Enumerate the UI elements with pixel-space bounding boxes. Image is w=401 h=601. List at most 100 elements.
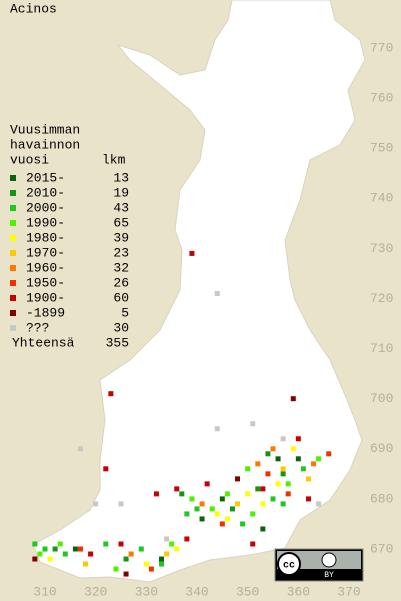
observation-square bbox=[305, 476, 311, 482]
observation-square bbox=[260, 486, 266, 492]
observation-square bbox=[113, 566, 119, 572]
y-tick-label: 690 bbox=[370, 441, 393, 456]
observation-square bbox=[209, 506, 215, 512]
observation-square bbox=[245, 491, 251, 497]
map-title: Acinos bbox=[10, 1, 57, 16]
observation-square bbox=[214, 511, 220, 517]
legend-label: ??? bbox=[26, 320, 49, 335]
x-tick-label: 310 bbox=[33, 584, 56, 599]
legend-label: 1960- bbox=[26, 260, 65, 275]
observation-square bbox=[204, 481, 210, 487]
observation-square bbox=[32, 556, 38, 562]
observation-square bbox=[290, 446, 296, 452]
cc-circle bbox=[277, 552, 301, 576]
legend-label: 1980- bbox=[26, 230, 65, 245]
observation-square bbox=[219, 496, 225, 502]
observation-square bbox=[295, 436, 301, 442]
legend-count: 65 bbox=[113, 215, 129, 230]
observation-square bbox=[123, 556, 129, 562]
y-tick-label: 680 bbox=[370, 491, 393, 506]
observation-square bbox=[219, 521, 225, 527]
observation-square bbox=[270, 496, 276, 502]
observation-square bbox=[174, 486, 180, 492]
legend-heading: Vuusimman bbox=[10, 122, 80, 137]
observation-square bbox=[199, 501, 205, 507]
y-tick-label: 740 bbox=[370, 191, 393, 206]
observation-square bbox=[42, 546, 48, 552]
observation-square bbox=[128, 551, 134, 557]
observation-square bbox=[250, 541, 256, 547]
legend-swatch bbox=[10, 325, 16, 331]
x-tick-label: 320 bbox=[84, 584, 107, 599]
legend-label: 2010- bbox=[26, 185, 65, 200]
observation-square bbox=[189, 250, 195, 256]
legend-count: 32 bbox=[113, 260, 129, 275]
observation-square bbox=[265, 451, 271, 457]
observation-square bbox=[224, 516, 230, 522]
observation-square bbox=[164, 551, 170, 557]
legend-count: 26 bbox=[113, 275, 129, 290]
observation-square bbox=[103, 466, 109, 472]
observation-square bbox=[83, 561, 89, 567]
cc-icon: cc bbox=[283, 561, 295, 572]
legend-swatch bbox=[10, 175, 16, 181]
observation-square bbox=[305, 496, 311, 502]
observation-square bbox=[153, 491, 159, 497]
legend-label: 2000- bbox=[26, 200, 65, 215]
legend-swatch bbox=[10, 220, 16, 226]
observation-square bbox=[311, 461, 317, 467]
observation-square bbox=[250, 511, 256, 517]
observation-square bbox=[159, 561, 165, 567]
observation-square bbox=[295, 456, 301, 462]
y-tick-label: 750 bbox=[370, 141, 393, 156]
observation-square bbox=[199, 516, 205, 522]
observation-square bbox=[260, 526, 266, 532]
legend-swatch bbox=[10, 280, 16, 286]
observation-square bbox=[214, 426, 220, 432]
observation-square bbox=[189, 496, 195, 502]
observation-square bbox=[52, 546, 58, 552]
legend-count: 19 bbox=[113, 185, 129, 200]
legend-heading: vuosi bbox=[10, 152, 49, 167]
legend-swatch bbox=[10, 265, 16, 271]
observation-square bbox=[37, 551, 43, 557]
observation-square bbox=[62, 551, 68, 557]
legend-label: -1899 bbox=[26, 305, 65, 320]
x-tick-label: 330 bbox=[135, 584, 158, 599]
observation-square bbox=[47, 556, 53, 562]
observation-square bbox=[235, 501, 241, 507]
observation-square bbox=[103, 541, 109, 547]
y-tick-label: 770 bbox=[370, 40, 393, 55]
observation-square bbox=[280, 501, 286, 507]
observation-square bbox=[280, 436, 286, 442]
legend-label: 1950- bbox=[26, 275, 65, 290]
legend-swatch bbox=[10, 250, 16, 256]
observation-square bbox=[138, 546, 144, 552]
observation-square bbox=[260, 501, 266, 507]
total-count: 355 bbox=[106, 335, 129, 350]
observation-square bbox=[229, 506, 235, 512]
observation-square bbox=[72, 546, 78, 552]
observation-square bbox=[108, 391, 114, 397]
legend-swatch bbox=[10, 190, 16, 196]
observation-square bbox=[250, 421, 256, 427]
observation-square bbox=[123, 571, 129, 577]
observation-square bbox=[32, 541, 38, 547]
observation-square bbox=[316, 456, 322, 462]
legend-count: 60 bbox=[113, 290, 129, 305]
observation-square bbox=[255, 486, 261, 492]
legend-count: 30 bbox=[113, 320, 129, 335]
observation-square bbox=[290, 396, 296, 402]
y-tick-label: 760 bbox=[370, 91, 393, 106]
observation-square bbox=[326, 451, 332, 457]
total-label: Yhteensä bbox=[12, 335, 75, 350]
observation-square bbox=[275, 481, 281, 487]
y-tick-label: 710 bbox=[370, 341, 393, 356]
legend-swatch bbox=[10, 310, 16, 316]
legend-swatch bbox=[10, 235, 16, 241]
observation-square bbox=[143, 561, 149, 567]
license-label: BY bbox=[324, 571, 334, 580]
legend-label: 2015- bbox=[26, 170, 65, 185]
legend-count: 23 bbox=[113, 245, 129, 260]
